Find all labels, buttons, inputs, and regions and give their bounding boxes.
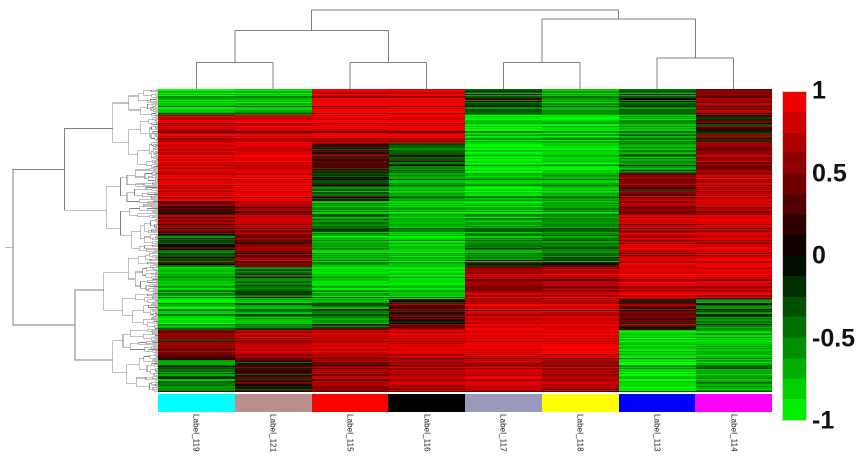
column-tick-6: Label_113 bbox=[619, 414, 696, 464]
column-tick-2: Label_115 bbox=[312, 414, 389, 464]
column-tick-labels: Label_119 Label_121 Label_115 Label_116 Labe… bbox=[158, 414, 772, 464]
class-swatch-yellow bbox=[541, 394, 619, 412]
column-label-text: Label_115 bbox=[345, 414, 355, 452]
colorbar-tick-neg0_5: -0.5 bbox=[812, 324, 856, 352]
row-dendrogram bbox=[5, 89, 158, 392]
column-label-text: Label_116 bbox=[422, 414, 432, 452]
column-tick-0: Label_119 bbox=[158, 414, 235, 464]
class-swatch-black bbox=[388, 394, 465, 412]
column-tick-4: Label_117 bbox=[465, 414, 542, 464]
colorbar-tick-0: 0 bbox=[812, 241, 826, 270]
class-swatch-blue bbox=[618, 394, 696, 412]
colorbar: 1 0.5 0 -0.5 -1 bbox=[782, 78, 862, 433]
class-swatch-red bbox=[311, 394, 389, 412]
column-label-text: Label_118 bbox=[575, 414, 585, 452]
column-class-color-bar bbox=[158, 394, 772, 412]
column-tick-3: Label_116 bbox=[388, 414, 465, 464]
column-tick-5: Label_118 bbox=[542, 414, 619, 464]
column-label-text: Label_114 bbox=[729, 414, 739, 452]
colorbar-tick-1: 1 bbox=[812, 76, 826, 105]
class-swatch-rosy-brown bbox=[234, 394, 312, 412]
heatmap-canvas[interactable] bbox=[158, 89, 772, 392]
colorbar-tick-0_5: 0.5 bbox=[812, 159, 847, 187]
colorbar-canvas bbox=[783, 92, 806, 420]
colorbar-gradient-strip bbox=[782, 91, 807, 421]
column-tick-1: Label_121 bbox=[235, 414, 312, 464]
heatmap-body[interactable] bbox=[158, 89, 772, 392]
column-tick-7: Label_114 bbox=[695, 414, 772, 464]
colorbar-tick-neg1: -1 bbox=[812, 406, 835, 435]
column-label-text: Label_121 bbox=[268, 414, 278, 453]
colorbar-tick-labels: 1 0.5 0 -0.5 -1 bbox=[812, 78, 862, 433]
column-dendrogram bbox=[195, 9, 735, 89]
class-swatch-magenta bbox=[695, 394, 772, 412]
class-swatch-cyan bbox=[158, 394, 235, 412]
column-label-text: Label_117 bbox=[498, 414, 508, 452]
column-label-text: Label_119 bbox=[191, 414, 201, 452]
column-label-text: Label_113 bbox=[652, 414, 662, 452]
class-swatch-light-slate-gray bbox=[465, 394, 542, 412]
